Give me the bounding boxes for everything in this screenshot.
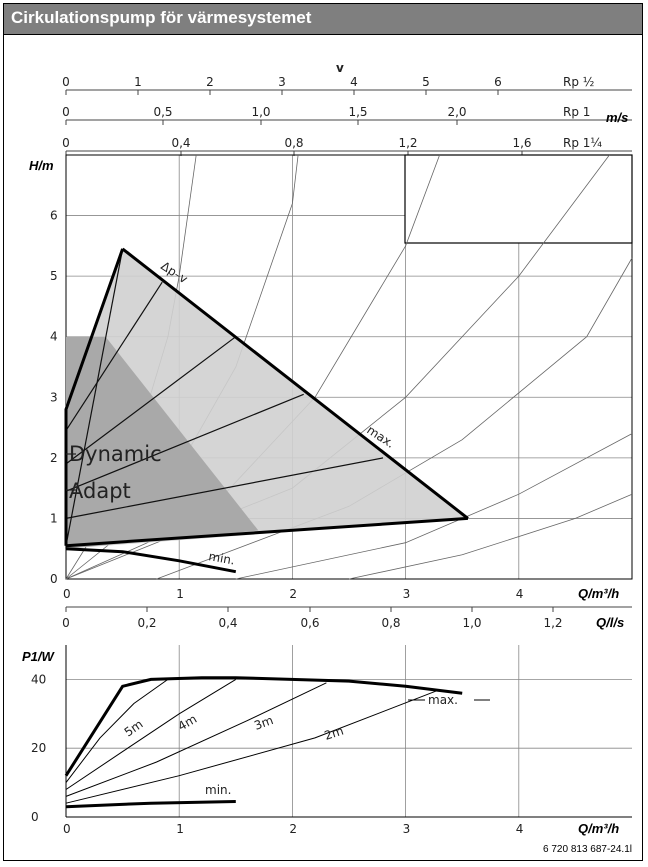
ls-tick-label: 1,0 bbox=[462, 616, 481, 630]
ls-axis-label: Q/l/s bbox=[596, 615, 624, 630]
power-curve bbox=[65, 678, 169, 783]
q-tick-label: 2 bbox=[289, 587, 297, 601]
dpv-line bbox=[65, 248, 124, 546]
min-curve bbox=[65, 547, 237, 574]
chart-frame: Cirkulationspump för värmesystemet bbox=[3, 3, 643, 861]
ls-tick-label: 0 bbox=[62, 616, 70, 630]
series-label: 5m bbox=[122, 717, 146, 740]
rp-1q-scale-label: Rp 1¼ bbox=[563, 136, 602, 150]
ls-tick-label: 1,2 bbox=[543, 616, 562, 630]
ls-tick-label: 0,8 bbox=[381, 616, 400, 630]
rp-1-scale-tick-label: 0,5 bbox=[153, 105, 172, 119]
rp-1q-scale-tick-label: 0,8 bbox=[284, 136, 303, 150]
envelope-left-edge bbox=[64, 248, 125, 546]
system-curve bbox=[348, 493, 633, 580]
rp-half-scale-tick-label: 1 bbox=[134, 75, 142, 89]
p-axis-label: P1/W bbox=[22, 649, 56, 664]
title-bar: Cirkulationspump för värmesystemet bbox=[4, 4, 642, 35]
chart-title: Cirkulationspump för värmesystemet bbox=[11, 8, 312, 27]
h-tick-label: 0 bbox=[50, 572, 58, 586]
rp-1-scale-tick-label: 0 bbox=[62, 105, 70, 119]
ls-tick-label: 0,4 bbox=[218, 616, 237, 630]
dpv-line bbox=[65, 457, 384, 519]
rp-half-scale-tick-label: 0 bbox=[62, 75, 70, 89]
rp-1-scale-tick-label: 1,5 bbox=[348, 105, 367, 119]
p-tick-label: 0 bbox=[31, 810, 39, 824]
rp-half-scale-tick-label: 4 bbox=[350, 75, 358, 89]
min-label: min. bbox=[207, 549, 235, 567]
q-tick-label: 4 bbox=[516, 587, 524, 601]
q2-tick-label: 3 bbox=[403, 822, 411, 836]
series-label: max. bbox=[428, 693, 458, 707]
power-curve bbox=[65, 689, 440, 804]
rp-1q-scale-tick-label: 1,6 bbox=[512, 136, 531, 150]
rp-1q-scale-tick-label: 0 bbox=[62, 136, 70, 150]
p-tick-label: 40 bbox=[31, 672, 46, 686]
power-curve bbox=[65, 682, 327, 797]
p-tick-label: 20 bbox=[31, 741, 46, 755]
power-curve bbox=[64, 676, 463, 777]
h-tick-label: 2 bbox=[50, 451, 58, 465]
series-label: 3m bbox=[252, 713, 275, 733]
q2-tick-label: 2 bbox=[289, 822, 297, 836]
blank-box bbox=[404, 154, 633, 244]
ls-tick-label: 0,6 bbox=[300, 616, 319, 630]
rp-half-scale-tick-label: 5 bbox=[422, 75, 430, 89]
document-id: 6 720 813 687-24.1l bbox=[543, 844, 632, 855]
dpv-line bbox=[65, 393, 304, 492]
dynamic-label: Dynamic bbox=[69, 442, 162, 466]
rp-half-scale-tick-label: 2 bbox=[206, 75, 214, 89]
ms-unit-label: m/s bbox=[606, 110, 628, 125]
rp-half-scale-tick-label: 3 bbox=[278, 75, 286, 89]
dpv-line bbox=[65, 281, 163, 431]
h-tick-label: 5 bbox=[50, 269, 58, 283]
series-label: 2m bbox=[323, 724, 346, 743]
v-symbol: v bbox=[336, 61, 344, 75]
h-axis-label: H/m bbox=[29, 158, 54, 173]
q-tick-label: 3 bbox=[403, 587, 411, 601]
rp-1-scale-tick-label: 2,0 bbox=[447, 105, 466, 119]
adapt-label: Adapt bbox=[69, 479, 131, 503]
q2-tick-label: 1 bbox=[176, 822, 184, 836]
q2-tick-label: 0 bbox=[63, 822, 71, 836]
dynamic-adapt-region bbox=[66, 336, 259, 549]
q2-tick-label: 4 bbox=[516, 822, 524, 836]
rp-1-scale-label: Rp 1 bbox=[563, 105, 590, 119]
rp-half-scale-label: Rp ½ bbox=[563, 75, 594, 89]
max-curve bbox=[121, 247, 469, 520]
h-tick-label: 1 bbox=[50, 511, 58, 525]
series-label: min. bbox=[205, 783, 231, 797]
rp-1q-scale-tick-label: 1,2 bbox=[398, 136, 417, 150]
envelope-bottom-edge bbox=[65, 516, 469, 548]
ls-tick-label: 0,2 bbox=[137, 616, 156, 630]
q-tick-label: 0 bbox=[63, 587, 71, 601]
dpv-line bbox=[65, 336, 237, 465]
q-axis-label: Q/m³/h bbox=[578, 586, 619, 601]
q-tick-label: 1 bbox=[176, 587, 184, 601]
h-tick-label: 4 bbox=[50, 330, 58, 344]
rp-1q-scale-tick-label: 0,4 bbox=[171, 136, 190, 150]
q2-axis-label: Q/m³/h bbox=[578, 821, 619, 836]
power-curve bbox=[65, 678, 237, 790]
rp-half-scale-tick-label: 6 bbox=[494, 75, 502, 89]
h-tick-label: 6 bbox=[50, 209, 58, 223]
h-tick-label: 3 bbox=[50, 390, 58, 404]
power-curve bbox=[65, 800, 236, 809]
rp-1-scale-tick-label: 1,0 bbox=[251, 105, 270, 119]
